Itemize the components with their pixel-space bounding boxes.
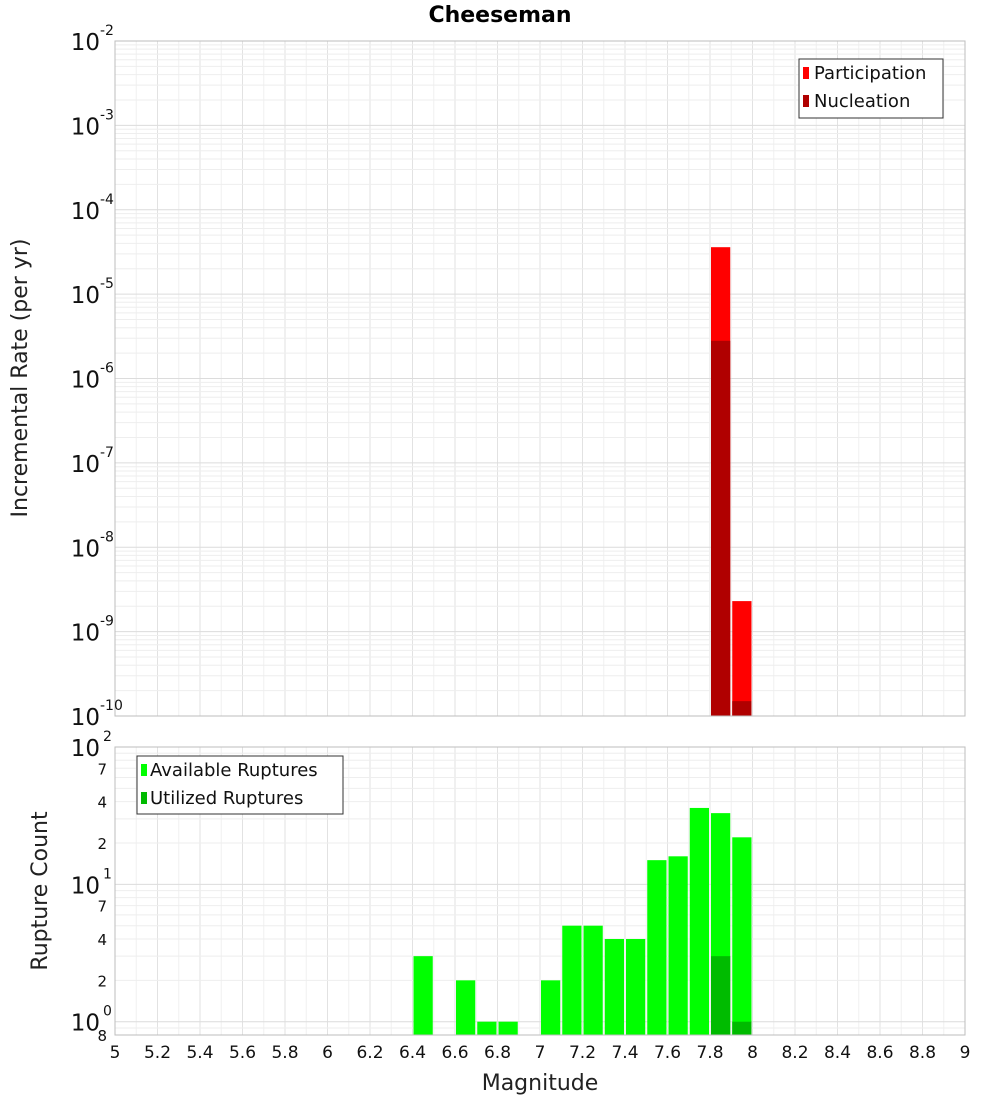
- top-y-tick-exponent: -10: [100, 698, 123, 714]
- top-y-tick-label: 10: [71, 30, 100, 56]
- bottom-legend-label: Utilized Ruptures: [150, 788, 303, 809]
- top-legend-label: Participation: [814, 63, 926, 84]
- bottom-y-minor-tick-label: 4: [97, 794, 107, 812]
- bottom-y-tick-exponent: 1: [103, 866, 112, 882]
- chart-title: Cheeseman: [428, 3, 571, 28]
- available-ruptures-bar: [604, 939, 624, 1035]
- x-tick-label: 8.4: [824, 1043, 851, 1063]
- top-y-tick-exponent: -9: [100, 614, 114, 630]
- bottom-y-minor-tick-label: 8: [97, 1027, 107, 1045]
- top-y-tick-exponent: -8: [100, 529, 114, 545]
- top-y-tick-label: 10: [71, 114, 100, 140]
- x-tick-label: 8: [747, 1043, 758, 1063]
- x-tick-label: 7.8: [696, 1043, 723, 1063]
- nucleation-bar: [732, 701, 752, 716]
- top-y-tick-label: 10: [71, 705, 100, 731]
- bottom-y-tick-label: 10: [71, 1011, 100, 1037]
- bottom-y-tick-exponent: 0: [103, 1004, 112, 1020]
- top-y-tick-exponent: -2: [100, 23, 114, 39]
- bottom-y-minor-tick-label: 2: [97, 972, 107, 990]
- top-legend-swatch: [803, 95, 809, 107]
- top-y-tick-label: 10: [71, 452, 100, 478]
- nucleation-bar: [711, 340, 731, 716]
- top-legend-label: Nucleation: [814, 91, 910, 112]
- bottom-legend-swatch: [141, 764, 147, 776]
- x-tick-label: 6: [322, 1043, 333, 1063]
- top-legend-box: [798, 58, 944, 119]
- x-tick-label: 6.4: [399, 1043, 426, 1063]
- x-tick-label: 7.2: [569, 1043, 596, 1063]
- x-tick-label: 7.6: [654, 1043, 681, 1063]
- top-y-tick-exponent: -6: [100, 361, 114, 377]
- bottom-legend-box: [136, 755, 344, 815]
- top-y-tick-exponent: -3: [100, 107, 114, 123]
- available-ruptures-bar: [647, 860, 667, 1035]
- bottom-y-minor-tick-label: 4: [97, 931, 107, 949]
- x-tick-label: 7: [535, 1043, 546, 1063]
- bottom-y-tick-label: 10: [71, 873, 100, 899]
- x-tick-label: 9: [960, 1043, 971, 1063]
- x-tick-label: 5: [110, 1043, 121, 1063]
- x-tick-label: 5.6: [229, 1043, 256, 1063]
- bottom-y-minor-tick-label: 2: [97, 835, 107, 853]
- top-y-axis-label: Incremental Rate (per yr): [8, 239, 33, 518]
- available-ruptures-bar: [498, 1021, 518, 1035]
- utilized-ruptures-bar: [732, 1021, 752, 1035]
- bottom-y-minor-tick-label: 7: [97, 760, 107, 778]
- x-tick-label: 8.8: [909, 1043, 936, 1063]
- x-tick-label: 6.6: [441, 1043, 468, 1063]
- bottom-legend-swatch: [141, 792, 147, 804]
- bottom-y-axis-label: Rupture Count: [28, 811, 53, 971]
- top-plot-border: [114, 40, 966, 717]
- available-ruptures-bar: [456, 980, 476, 1035]
- available-ruptures-bar: [689, 807, 709, 1035]
- available-ruptures-bar: [732, 837, 752, 1035]
- top-legend-swatch: [803, 67, 809, 79]
- available-ruptures-bar: [668, 856, 688, 1035]
- x-tick-label: 5.2: [144, 1043, 171, 1063]
- available-ruptures-bar: [413, 956, 433, 1035]
- x-tick-label: 5.8: [271, 1043, 298, 1063]
- top-y-tick-exponent: -7: [100, 445, 114, 461]
- x-tick-label: 5.4: [186, 1043, 213, 1063]
- top-y-tick-label: 10: [71, 199, 100, 225]
- x-tick-label: 7.4: [611, 1043, 638, 1063]
- bottom-legend-label: Available Ruptures: [150, 760, 318, 781]
- x-tick-label: 8.6: [866, 1043, 893, 1063]
- available-ruptures-bar: [583, 925, 603, 1035]
- top-y-tick-exponent: -4: [100, 192, 114, 208]
- available-ruptures-bar: [626, 939, 646, 1035]
- x-tick-label: 6.2: [356, 1043, 383, 1063]
- x-axis-label: Magnitude: [482, 1071, 599, 1096]
- top-y-tick-label: 10: [71, 368, 100, 394]
- top-y-tick-exponent: -5: [100, 276, 114, 292]
- available-ruptures-bar: [562, 925, 582, 1035]
- participation-bar: [732, 601, 752, 716]
- x-tick-label: 8.2: [781, 1043, 808, 1063]
- top-y-tick-label: 10: [71, 283, 100, 309]
- utilized-ruptures-bar: [711, 956, 731, 1035]
- available-ruptures-bar: [477, 1021, 497, 1035]
- bottom-y-tick-exponent: 2: [103, 729, 112, 745]
- bottom-y-minor-tick-label: 7: [97, 898, 107, 916]
- bottom-y-tick-label: 10: [71, 736, 100, 762]
- available-ruptures-bar: [541, 980, 561, 1035]
- bottom-plot-border: [114, 746, 966, 1036]
- top-y-tick-label: 10: [71, 621, 100, 647]
- top-y-tick-label: 10: [71, 536, 100, 562]
- x-tick-label: 6.8: [484, 1043, 511, 1063]
